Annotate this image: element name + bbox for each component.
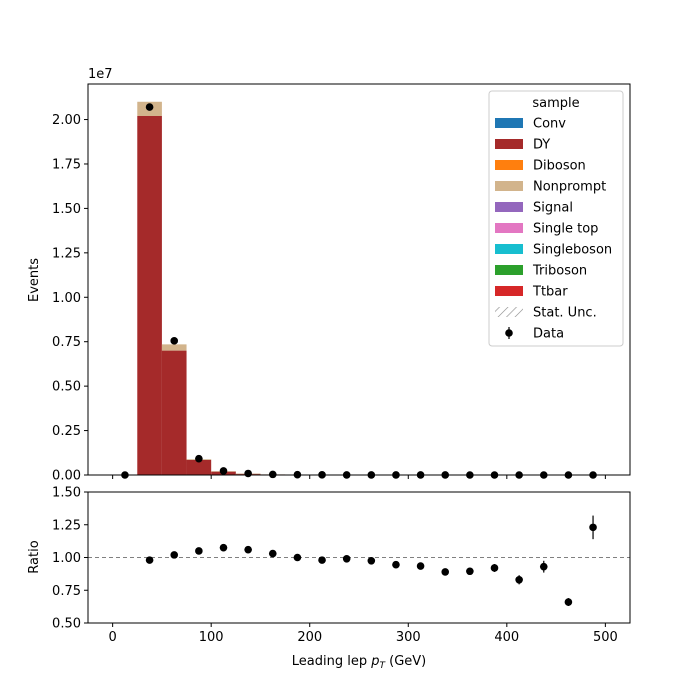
legend-marker-data bbox=[505, 329, 513, 337]
legend: sample Conv DY Diboson Nonprompt Signal Singl… bbox=[488, 90, 624, 347]
ratio-x-axis-ticks: 0 100 200 300 400 500 bbox=[108, 623, 618, 645]
main-y-tick-label: 0.25 bbox=[52, 424, 81, 439]
ratio-point bbox=[392, 560, 400, 569]
ratio-x-tick-label: 100 bbox=[199, 630, 224, 645]
ratio-point bbox=[219, 543, 228, 552]
offset-label: 1e7 bbox=[88, 67, 113, 82]
bar-nonprompt bbox=[161, 344, 187, 351]
ratio-y-tick-label: 0.50 bbox=[52, 617, 81, 632]
main-y-tick-label: 2.00 bbox=[52, 113, 81, 128]
data-point bbox=[195, 454, 203, 463]
legend-swatch-singleboson bbox=[495, 244, 523, 254]
ratio-point bbox=[145, 556, 154, 564]
x-axis-label-unit: (GeV) bbox=[385, 654, 426, 669]
ratio-point bbox=[515, 575, 523, 584]
legend-label: Conv bbox=[533, 117, 566, 132]
legend-swatch-conv bbox=[495, 118, 523, 128]
ratio-y-axis-label: Ratio bbox=[27, 540, 42, 573]
ratio-point bbox=[539, 562, 548, 571]
ratio-point bbox=[244, 545, 252, 554]
ratio-point bbox=[318, 556, 326, 564]
ratio-x-tick-label: 0 bbox=[108, 630, 116, 645]
ratio-point bbox=[441, 568, 450, 576]
legend-box bbox=[488, 90, 624, 347]
x-axis-label-text: Leading lep bbox=[292, 654, 371, 669]
data-point bbox=[268, 470, 277, 479]
ratio-points bbox=[145, 515, 597, 606]
x-axis-label-subscript: T bbox=[379, 661, 386, 671]
ratio-x-tick-label: 200 bbox=[297, 630, 322, 645]
legend-label: Nonprompt bbox=[533, 180, 606, 195]
legend-swatch-stat-unc bbox=[495, 307, 523, 317]
main-y-tick-label: 0.00 bbox=[52, 469, 81, 484]
legend-swatch-dy bbox=[495, 139, 523, 149]
ratio-point bbox=[268, 549, 277, 558]
bar-dy bbox=[137, 115, 162, 475]
ratio-point bbox=[490, 564, 499, 572]
x-axis-label: Leading lep pT (GeV) bbox=[292, 654, 426, 671]
legend-label: Signal bbox=[533, 201, 573, 216]
legend-swatch-signal bbox=[495, 202, 523, 212]
main-y-tick-label: 1.00 bbox=[52, 291, 81, 306]
main-panel: 0.00 0.25 0.50 0.75 1.00 1.25 1.50 1.75 2.00 1e7… bbox=[27, 67, 631, 484]
data-point bbox=[170, 337, 179, 345]
data-point bbox=[145, 103, 154, 111]
main-y-axis-label: Events bbox=[27, 258, 42, 302]
main-y-tick-label: 0.50 bbox=[52, 380, 81, 395]
ratio-y-tick-label: 1.00 bbox=[52, 551, 81, 566]
legend-swatch-diboson bbox=[495, 160, 523, 170]
legend-swatch-nonprompt bbox=[495, 181, 523, 191]
legend-label: Single top bbox=[533, 222, 598, 237]
ratio-y-tick-label: 1.25 bbox=[52, 518, 81, 533]
main-y-tick-label: 1.25 bbox=[52, 246, 81, 261]
ratio-point bbox=[564, 598, 573, 606]
legend-label: Triboson bbox=[532, 264, 587, 279]
legend-label: Data bbox=[533, 327, 564, 342]
ratio-point bbox=[293, 553, 302, 562]
ratio-y-tick-label: 0.75 bbox=[52, 584, 81, 599]
main-y-axis-ticks: 0.00 0.25 0.50 0.75 1.00 1.25 1.50 1.75 2.00 bbox=[52, 113, 88, 484]
legend-swatch-ttbar bbox=[495, 286, 523, 296]
bar-dy bbox=[161, 350, 187, 475]
main-x-axis-ticks bbox=[112, 475, 606, 479]
x-axis-label-symbol: p bbox=[370, 654, 379, 669]
ratio-point bbox=[466, 567, 474, 576]
ratio-x-tick-label: 400 bbox=[494, 630, 519, 645]
legend-label: Ttbar bbox=[532, 285, 568, 300]
legend-label: Diboson bbox=[533, 159, 586, 174]
legend-label: DY bbox=[533, 138, 550, 153]
legend-label: Singleboson bbox=[533, 243, 612, 258]
stacked-bars bbox=[137, 101, 458, 476]
ratio-point bbox=[195, 547, 203, 555]
legend-swatch-single-top bbox=[495, 223, 523, 233]
main-y-tick-label: 1.75 bbox=[52, 157, 81, 172]
ratio-panel: 0.50 0.75 1.00 1.25 1.50 0 100 200 300 400 500 Ra… bbox=[27, 486, 631, 671]
data-point bbox=[244, 469, 252, 478]
ratio-point bbox=[342, 555, 351, 563]
main-axes-frame bbox=[87, 83, 631, 476]
main-y-tick-label: 0.75 bbox=[52, 335, 81, 350]
ratio-x-tick-label: 300 bbox=[396, 630, 421, 645]
ratio-point bbox=[589, 523, 597, 532]
ratio-y-axis-ticks: 0.50 0.75 1.00 1.25 1.50 bbox=[52, 486, 88, 632]
legend-title: sample bbox=[532, 96, 579, 111]
ratio-y-tick-label: 1.50 bbox=[52, 486, 81, 501]
legend-swatch-triboson bbox=[495, 265, 523, 275]
main-y-tick-label: 1.50 bbox=[52, 202, 81, 217]
ratio-point bbox=[367, 556, 376, 565]
bar-dy bbox=[186, 459, 212, 475]
ratio-x-tick-label: 500 bbox=[593, 630, 618, 645]
ratio-axes-frame bbox=[87, 491, 631, 624]
ratio-point bbox=[170, 551, 179, 559]
data-point bbox=[219, 467, 228, 475]
legend-entries: Conv DY Diboson Nonprompt Signal Single top Si… bbox=[495, 117, 612, 342]
ratio-point bbox=[416, 562, 425, 570]
legend-label: Stat. Unc. bbox=[533, 306, 597, 321]
